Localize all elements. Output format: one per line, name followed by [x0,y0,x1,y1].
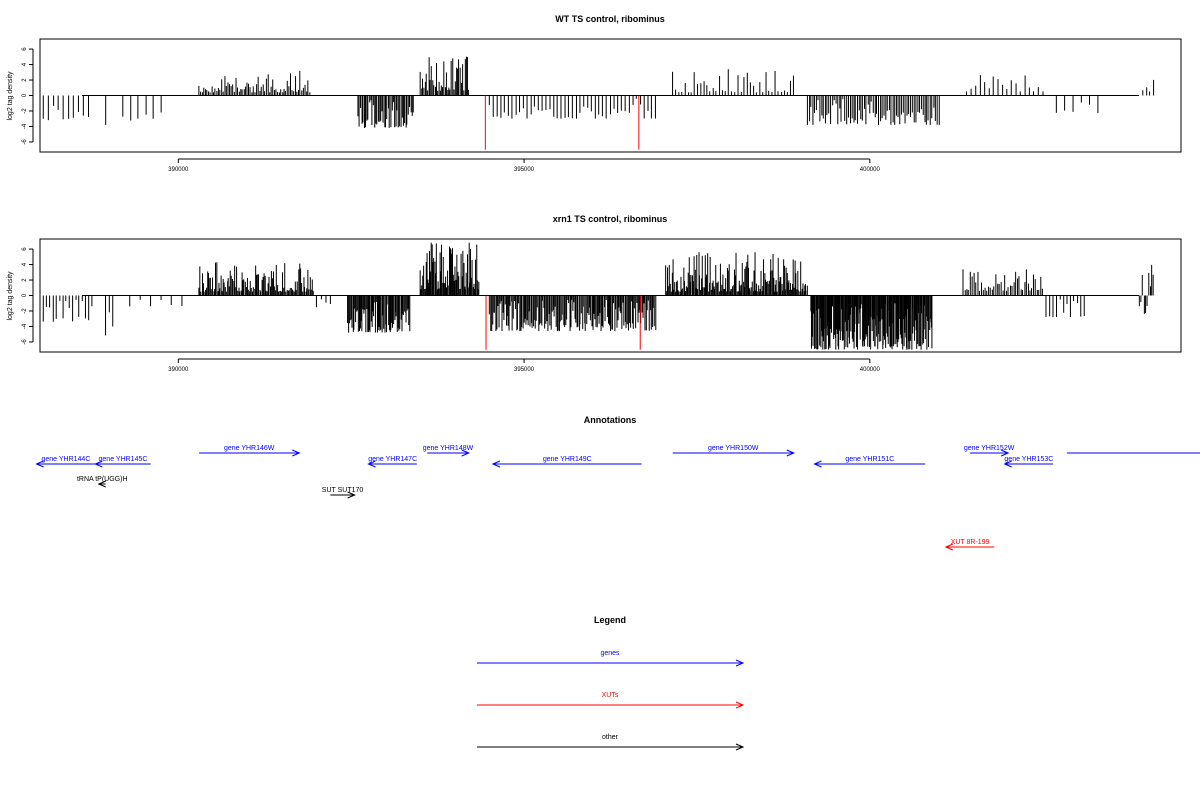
annotation-label: tRNA tP(UGG)H [77,476,128,483]
legend-label: genes [600,650,620,657]
annotation-item: gene YHR148W [423,445,474,457]
annotations-title: Annotations [584,415,637,425]
x-tick-label: 390000 [168,167,189,173]
arrow-head [461,449,471,457]
annotation-item: gene YHR144C [35,456,96,468]
annotation-arrows: gene YHR144C gene YHR145C tRNA tP(UGG)H gen… [35,445,1200,551]
y-tick-label: 4 [22,262,28,266]
y-axis-label: log2 tag density [7,271,14,321]
arrow-head [97,480,106,488]
panel-xrn1: xrn1 TS control, ribominus log2 tag dens… [7,214,1182,373]
arrow-head [347,491,356,499]
y-tick-label: -2 [22,308,28,314]
legend-label: other [602,734,619,741]
panel-wt: WT TS control, ribominus log2 tag densit… [7,14,1182,173]
legend-panel: Legend genes XUTs other [477,615,745,751]
annotation-item: gene YHR145C [94,456,151,468]
annotation-item: SUT SUT170 [322,487,364,499]
arrow-head [491,460,501,468]
annotation-item: gene YHR147C [367,456,417,468]
y-tick-label: -4 [22,323,28,329]
annotation-label: SUT SUT170 [322,487,364,494]
legend-item: other [477,734,745,751]
y-tick-label: -2 [22,108,28,114]
arrow-head [813,460,822,468]
panel-title: xrn1 TS control, ribominus [553,214,668,224]
legend-item: XUTs [477,692,745,709]
x-tick-label: 390000 [168,367,189,373]
y-tick-label: 6 [22,247,28,251]
legend-label: XUTs [602,692,619,699]
legend-title: Legend [594,615,626,625]
plot-frame [39,38,1182,153]
annotation-item: gene YHR146W [199,445,301,457]
x-tick-label: 395000 [514,167,535,173]
bars [42,242,1154,350]
arrow-head [735,743,745,751]
x-axis: 390000 395000 400000 [168,158,881,173]
arrow-head [367,460,376,468]
annotation-label: gene YHR146W [224,445,275,452]
annotation-item: gene YHR153C [1003,456,1053,468]
annotations-panel: Annotations gene YHR144C gene YHR145C tRNA… [35,415,1200,551]
annotation-item: gene YHR149C [491,456,642,468]
y-tick-label: 4 [22,62,28,66]
annotation-label: gene YHR149C [543,456,592,463]
arrow-head [1003,460,1012,468]
annotation-label: gene YHR152W [964,445,1015,452]
annotation-item: gene YHR151C [813,456,926,468]
legend-entries: genes XUTs other [477,650,745,751]
x-tick-label: 395000 [514,367,535,373]
arrow-head [786,449,796,457]
y-axis-label: log2 tag density [7,71,14,121]
annotation-label: gene YHR151C [845,456,894,463]
annotation-label: gene YHR153C [1004,456,1053,463]
annotation-label: XUT 8R-199 [951,539,990,546]
arrow-head [735,659,745,667]
y-tick-label: 6 [22,47,28,51]
y-tick-label: 0 [22,293,28,297]
x-tick-label: 400000 [860,367,881,373]
y-axis: 6 4 2 0 -2 -4 -6 [22,47,34,145]
y-axis: 6 4 2 0 -2 -4 -6 [22,247,34,345]
panel-title: WT TS control, ribominus [555,14,665,24]
annotation-label: gene YHR145C [99,456,148,463]
annotation-label: gene YHR148W [423,445,474,452]
arrow-head [944,543,954,551]
legend-item: genes [477,650,745,667]
arrow-head [292,449,301,457]
y-tick-label: 2 [22,278,28,282]
y-tick-label: 0 [22,93,28,97]
x-axis: 390000 395000 400000 [168,358,881,373]
arrow-head [1000,449,1010,457]
y-tick-label: -4 [22,123,28,129]
annotation-label: gene YHR147C [368,456,417,463]
y-tick-label: 2 [22,78,28,82]
arrow-head [35,460,44,468]
annotation-label: gene YHR150W [708,445,759,452]
bars [42,56,1155,150]
y-tick-label: -6 [22,139,28,145]
plot-frame [39,238,1182,353]
annotation-item: gene YHR152W [964,445,1015,457]
annotation-item: gene YHR150W [672,445,796,457]
annotation-item: XUT 8R-199 [944,539,995,551]
arrow-head [735,701,745,709]
x-tick-label: 400000 [860,167,881,173]
arrow-head [94,460,103,468]
annotation-label: gene YHR144C [41,456,90,463]
annotation-item: tRNA tP(UGG)H [77,476,128,488]
y-tick-label: -6 [22,339,28,345]
